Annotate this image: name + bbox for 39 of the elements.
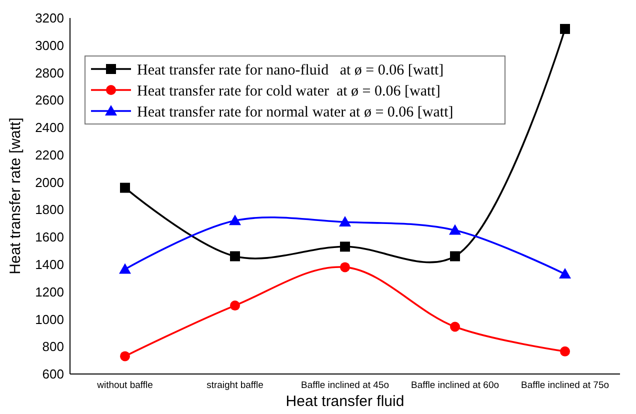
y-tick-label: 2000 [35,174,64,190]
y-tick-label: 3000 [35,38,64,53]
y-tick-label: 1800 [35,202,64,218]
y-tick-label: 600 [42,366,64,382]
x-tick-label: without baffle [96,380,153,391]
legend-label: Heat transfer rate for nano-fluid at ø = 0.06 [watt] [137,62,444,78]
y-tick-label: 2400 [35,120,64,136]
x-tick-label: straight baffle [206,380,264,391]
legend-label: Heat transfer rate for normal water at ø = 0.06 [watt] [137,104,454,120]
point [120,351,130,362]
point [560,346,570,356]
y-tick-label: 1000 [35,312,64,327]
point [230,300,240,311]
point [339,216,351,227]
x-tick-label: Baffle inclined at 45o [300,380,390,391]
y-tick-label: 3200 [35,10,64,26]
point [340,242,350,252]
x-axis-title: Heat transfer fluid [286,393,404,410]
x-tick-label: Baffle inclined at 60o [410,380,500,391]
y-tick-label: 1600 [35,230,64,245]
y-tick-label: 1200 [35,284,64,300]
y-tick-label: 2200 [35,147,64,162]
point [450,251,460,262]
y-tick-label: 2600 [35,92,64,108]
point [119,263,131,274]
point [340,262,350,272]
point [120,182,130,193]
point [229,214,241,226]
point [559,268,571,279]
legend-label: Heat transfer rate for cold water at ø = 0.06 [watt] [137,83,440,100]
y-tick-label: 1400 [35,257,64,272]
point [450,322,460,332]
x-tick-label: Baffle inclined at 75o [520,380,610,391]
point [560,24,570,34]
point [449,224,461,235]
y-axis-title: Heat transfer rate [watt] [7,118,24,274]
y-tick-label: 800 [42,339,64,354]
point [230,251,240,262]
y-tick-label: 2800 [35,65,64,80]
